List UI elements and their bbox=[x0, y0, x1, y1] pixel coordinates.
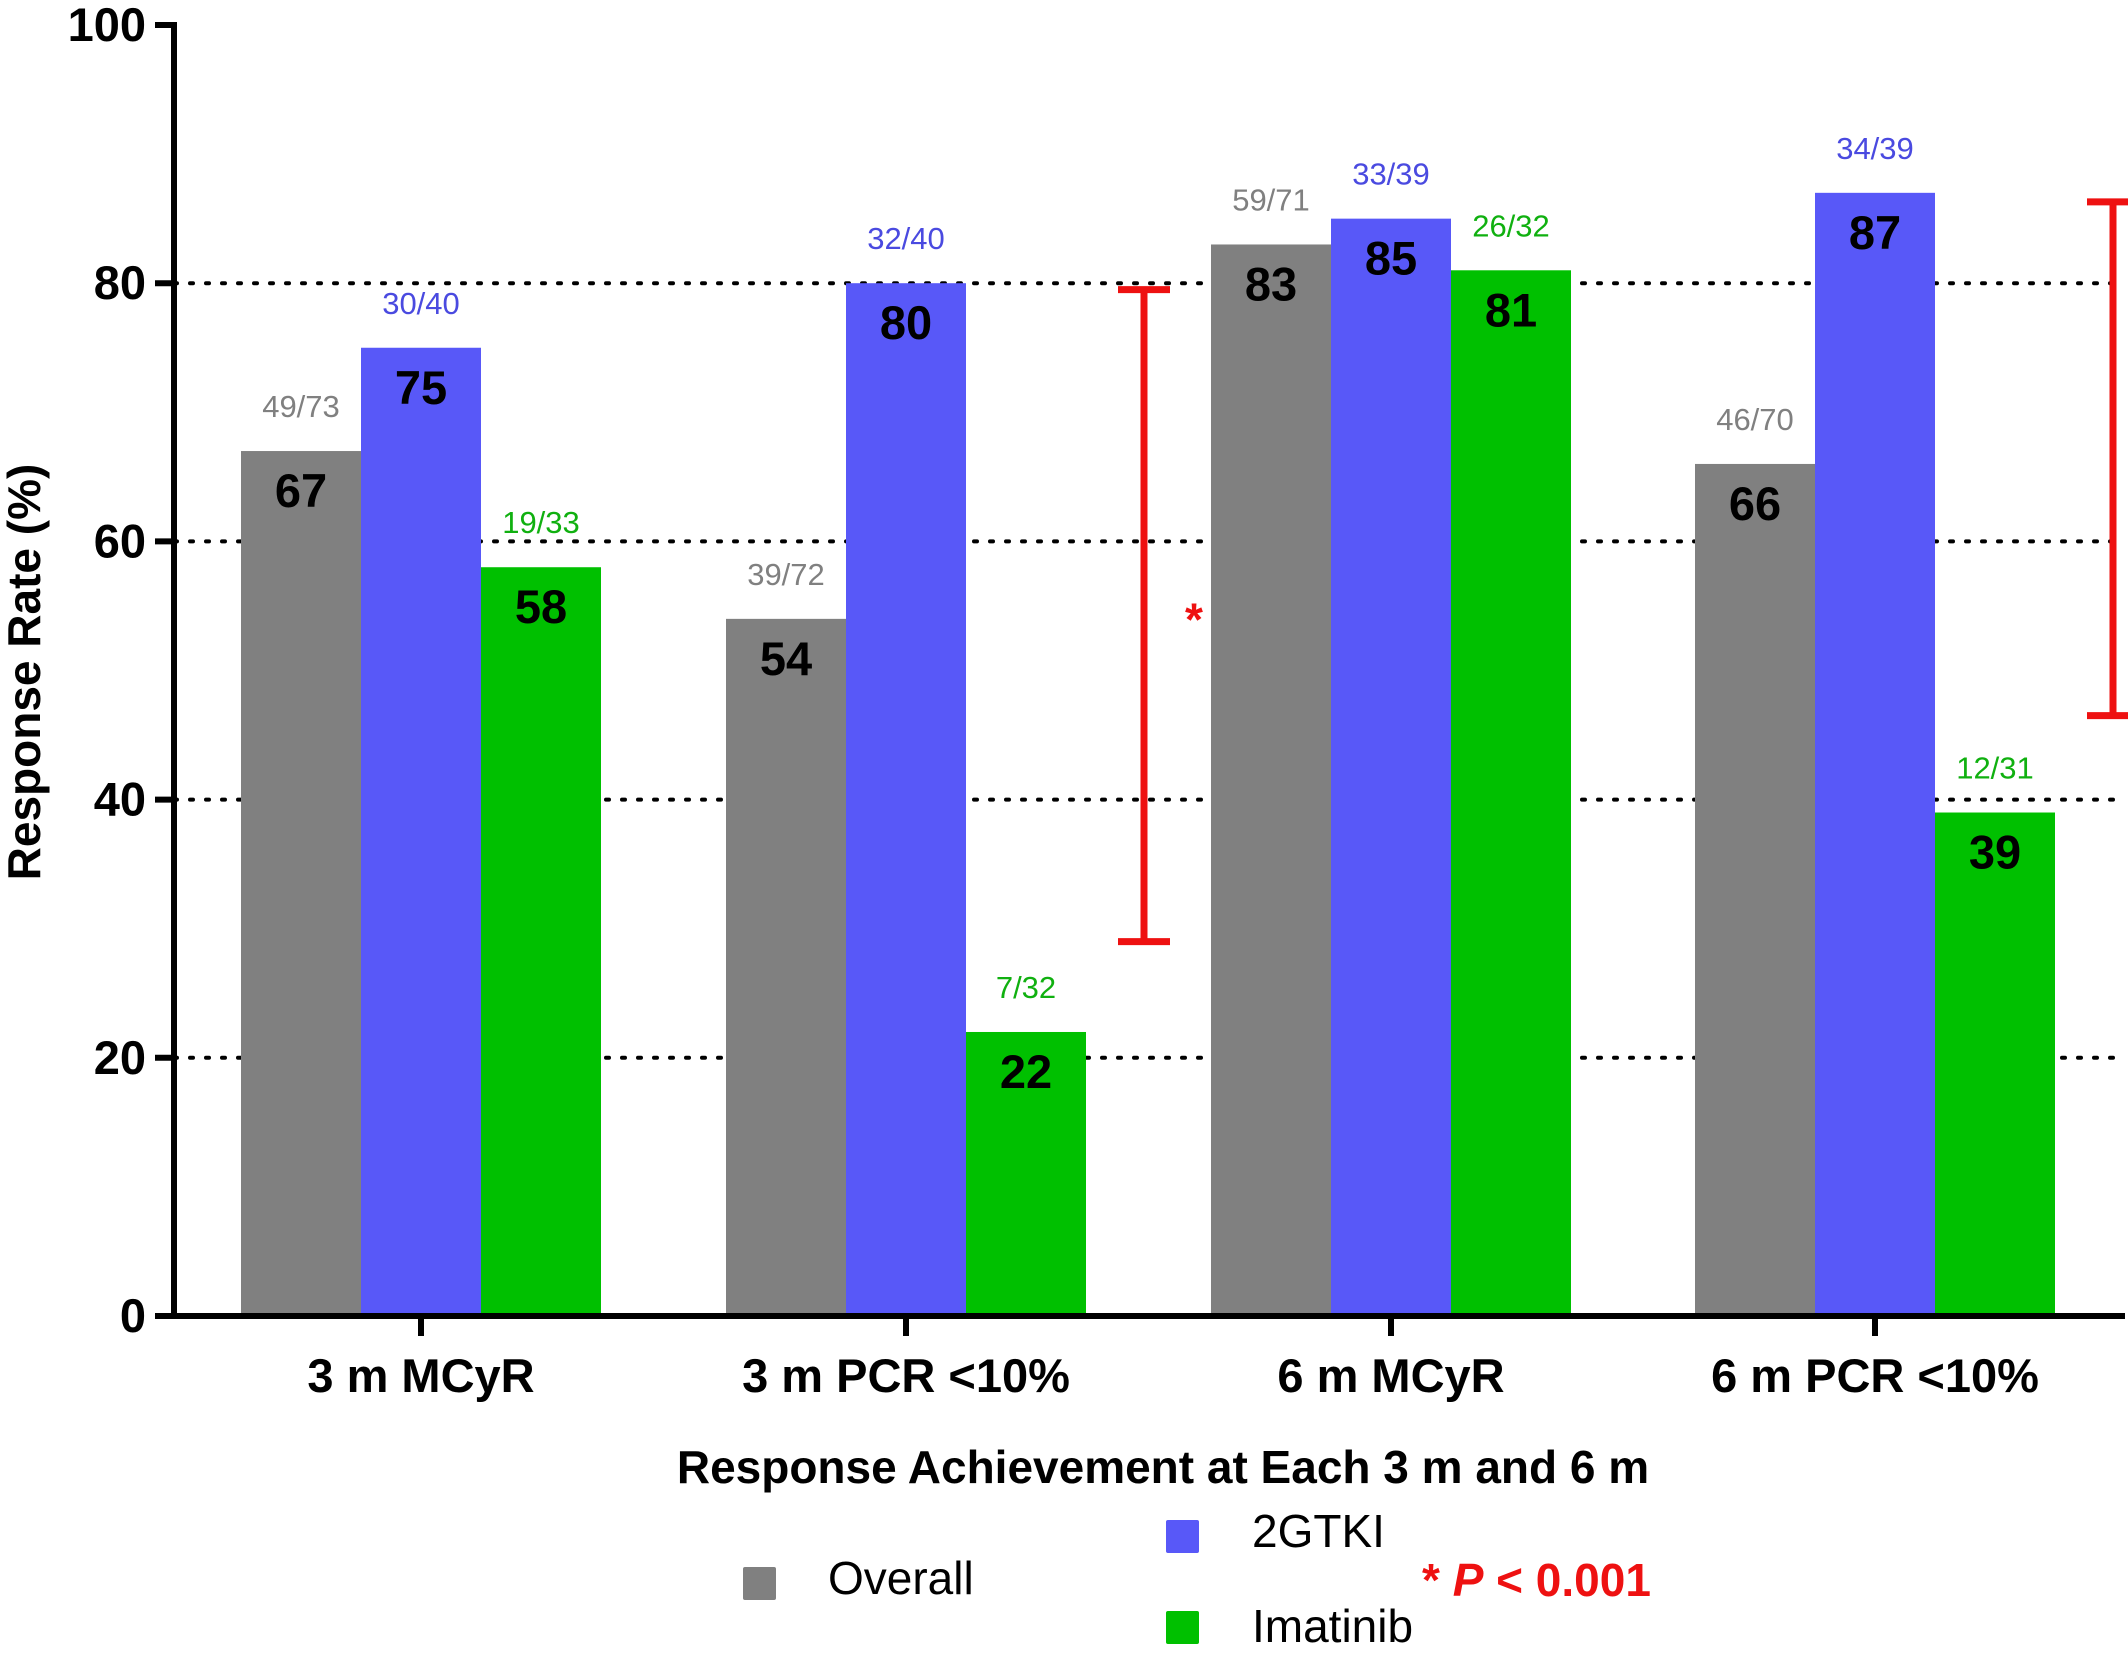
legend-label: 2GTKI bbox=[1252, 1505, 1385, 1557]
bar bbox=[966, 1031, 1086, 1316]
y-tick-label: 40 bbox=[94, 773, 146, 826]
legend-swatch bbox=[743, 1567, 776, 1600]
legend-label: Overall bbox=[828, 1552, 974, 1604]
bar-value-label: 54 bbox=[760, 632, 812, 685]
y-tick-label: 20 bbox=[94, 1031, 146, 1084]
bar-fraction-label: 49/73 bbox=[262, 389, 340, 424]
bar-value-label: 58 bbox=[515, 580, 567, 633]
bar-fraction-label: 26/32 bbox=[1472, 208, 1550, 243]
bar-fraction-label: 32/40 bbox=[867, 221, 945, 256]
bar-fraction-label: 30/40 bbox=[382, 286, 460, 321]
legend-swatch bbox=[1166, 1611, 1199, 1644]
significance-asterisk: * bbox=[1185, 594, 1203, 646]
bar bbox=[1935, 812, 2055, 1316]
bar-fraction-label: 7/32 bbox=[996, 970, 1056, 1005]
bar bbox=[1815, 192, 1935, 1317]
x-tick-label: 3 m MCyR bbox=[307, 1349, 534, 1402]
bar-value-label: 22 bbox=[1000, 1045, 1052, 1098]
bar-fraction-label: 59/71 bbox=[1232, 182, 1310, 217]
bar-value-label: 80 bbox=[880, 296, 932, 349]
gridlines bbox=[172, 281, 2127, 1060]
bar-fraction-label: 39/72 bbox=[747, 557, 825, 592]
bar bbox=[1211, 244, 1331, 1317]
bar-value-label: 67 bbox=[275, 464, 327, 517]
legend-label: Imatinib bbox=[1252, 1600, 1413, 1652]
significance-note-text: * P < 0.001 bbox=[1422, 1554, 1651, 1606]
legend-swatch bbox=[1166, 1520, 1199, 1553]
bar-value-label: 87 bbox=[1849, 206, 1901, 259]
y-tick-label: 0 bbox=[120, 1289, 146, 1342]
y-axis-title: Response Rate (%) bbox=[0, 464, 50, 881]
bar-value-label: 83 bbox=[1245, 257, 1297, 310]
bars: 67 49/73 54 39/72 83 59/71 66 46/70 75 30/40 80 32/… bbox=[241, 131, 2055, 1317]
significance-note: * P < 0.001 bbox=[1422, 1554, 1651, 1606]
bar bbox=[1695, 463, 1815, 1316]
bar-fraction-label: 46/70 bbox=[1716, 402, 1794, 437]
x-tick-label: 6 m MCyR bbox=[1277, 1349, 1504, 1402]
bar-fraction-label: 33/39 bbox=[1352, 157, 1430, 192]
axes bbox=[171, 22, 2125, 1319]
significance-brackets: ** bbox=[1118, 198, 2128, 946]
bar bbox=[241, 451, 361, 1316]
tick-labels: 0 20 40 60 80 100 3 m MCyR 3 m PCR <10% 6 m MCyR… bbox=[68, 0, 2039, 1402]
x-axis-title: Response Achievement at Each 3 m and 6 m bbox=[677, 1441, 1649, 1493]
bar bbox=[1331, 218, 1451, 1316]
bar bbox=[481, 567, 601, 1316]
bar-value-label: 85 bbox=[1365, 232, 1417, 285]
bar bbox=[361, 347, 481, 1316]
bar-value-label: 81 bbox=[1485, 283, 1537, 336]
bar-fraction-label: 19/33 bbox=[502, 505, 580, 540]
bar-value-label: 66 bbox=[1729, 477, 1781, 530]
bar-fraction-label: 34/39 bbox=[1836, 131, 1914, 166]
y-tick-label: 60 bbox=[94, 514, 146, 567]
x-tick-label: 6 m PCR <10% bbox=[1711, 1349, 2039, 1402]
bar-value-label: 39 bbox=[1969, 826, 2021, 879]
x-tick-label: 3 m PCR <10% bbox=[742, 1349, 1070, 1402]
bar bbox=[1451, 270, 1571, 1316]
bar-fraction-label: 12/31 bbox=[1956, 751, 2034, 786]
legend: Overall 2GTKI Imatinib bbox=[743, 1505, 1413, 1652]
bar-value-label: 75 bbox=[395, 361, 447, 414]
y-tick-label: 100 bbox=[68, 0, 146, 51]
y-tick-label: 80 bbox=[94, 256, 146, 309]
bar bbox=[726, 618, 846, 1316]
bar bbox=[846, 283, 966, 1317]
